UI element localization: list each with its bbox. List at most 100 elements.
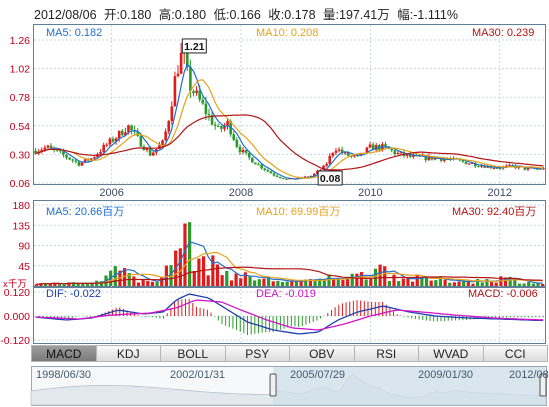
volume-unit-label: x千万 xyxy=(3,279,27,290)
tab-kdj[interactable]: KDJ xyxy=(95,345,161,362)
price-candle xyxy=(260,164,263,169)
price-candle xyxy=(170,106,174,122)
volume-bar xyxy=(304,279,308,286)
price-candle xyxy=(511,164,514,166)
volume-bar xyxy=(332,279,336,286)
volume-bar xyxy=(290,280,294,286)
price-x-tick-label: 2008 xyxy=(229,187,253,199)
price-candle xyxy=(89,158,93,161)
price-candle xyxy=(371,144,375,150)
volume-bar xyxy=(364,279,368,286)
volume-bar xyxy=(164,265,168,286)
volume-bar xyxy=(67,282,71,286)
navigator-left-handle[interactable] xyxy=(269,373,277,397)
tab-psy[interactable]: PSY xyxy=(224,345,290,362)
volume-bar xyxy=(225,270,229,286)
volume-bar xyxy=(373,268,378,286)
price-candle xyxy=(368,144,372,148)
tab-rsi[interactable]: RSI xyxy=(353,345,419,362)
price-candle xyxy=(210,115,214,125)
price-candle xyxy=(492,167,496,169)
price-candle xyxy=(408,154,412,157)
volume-bar xyxy=(81,283,85,286)
volume-bar xyxy=(466,280,470,286)
close-value: 0.178 xyxy=(284,8,315,22)
volume-bar xyxy=(215,264,220,286)
price-candle xyxy=(343,152,347,154)
price-candle xyxy=(52,147,56,150)
price-candle xyxy=(68,157,71,160)
price-candle xyxy=(161,140,164,146)
navigator-date-label: 2009/01/30 xyxy=(418,369,473,381)
price-candle xyxy=(247,152,251,158)
dif-label: DIF: -0.022 xyxy=(46,288,101,300)
price-candle xyxy=(235,139,239,147)
price-candle xyxy=(495,167,499,169)
close-label: 收: xyxy=(268,8,284,22)
volume-y-tick-label: 180 xyxy=(12,200,30,212)
price-candle xyxy=(254,162,257,165)
price-candle xyxy=(93,157,96,159)
volume-bar xyxy=(494,282,498,286)
price-candle xyxy=(535,168,539,170)
price-candle xyxy=(474,163,477,167)
price-candle xyxy=(347,152,350,156)
price-y-tick-label: 0.06 xyxy=(10,178,31,190)
price-candle xyxy=(356,155,359,157)
price-candle xyxy=(526,167,530,170)
volume-bar xyxy=(350,273,354,286)
price-candle xyxy=(220,126,223,129)
volume-bar xyxy=(243,272,247,286)
dea-line xyxy=(35,299,544,331)
price-candle xyxy=(55,149,59,151)
price-candle xyxy=(198,90,201,100)
price-candle xyxy=(117,130,121,139)
volume-bar xyxy=(39,283,43,286)
price-candle xyxy=(483,165,486,168)
tab-boll[interactable]: BOLL xyxy=(160,345,226,362)
high-value: 0.180 xyxy=(175,8,206,22)
price-candle xyxy=(99,151,102,155)
volume-y-tick-label: 135 xyxy=(12,220,30,232)
price-x-tick-label: 2006 xyxy=(99,187,123,199)
price-candle xyxy=(269,171,273,174)
price-candle xyxy=(412,155,415,157)
price-candle xyxy=(114,138,118,142)
volume-bar xyxy=(308,279,313,286)
price-candle xyxy=(393,150,397,155)
price-candle xyxy=(207,114,211,116)
tab-obv[interactable]: OBV xyxy=(289,345,355,362)
price-candle xyxy=(353,155,356,157)
volume-bar xyxy=(411,281,415,286)
volume-bar xyxy=(160,277,164,286)
price-ma10-line xyxy=(35,79,544,179)
volume-bar xyxy=(536,282,540,286)
volume-bar xyxy=(253,280,257,286)
volume-bar xyxy=(294,281,299,286)
indicator-tabs: MACD KDJ BOLL PSY OBV RSI WVAD CCI xyxy=(31,345,548,362)
volume-bar xyxy=(34,284,38,286)
volume-bar xyxy=(322,280,326,286)
price-ma30-line xyxy=(35,114,544,171)
volume-bar xyxy=(113,266,117,286)
price-annotation: 0.08 xyxy=(320,173,341,185)
volume-bar xyxy=(503,277,508,286)
volume-bar xyxy=(276,280,280,286)
tab-wvad[interactable]: WVAD xyxy=(418,345,484,362)
tab-cci[interactable]: CCI xyxy=(482,345,548,362)
price-candle xyxy=(263,168,267,170)
volume-bar xyxy=(443,279,447,286)
price-candle xyxy=(204,103,208,115)
price-candle xyxy=(238,146,242,153)
volume-bar xyxy=(359,272,364,286)
volume-bar xyxy=(420,277,424,286)
price-candle xyxy=(396,152,400,155)
price-candle xyxy=(148,148,152,156)
price-candle xyxy=(303,176,307,178)
volume-bar xyxy=(517,283,522,286)
navigator-right-handle[interactable] xyxy=(539,373,547,397)
volume-bar xyxy=(448,282,452,286)
tab-macd[interactable]: MACD xyxy=(31,345,97,362)
price-candle xyxy=(108,138,112,145)
volume-bar xyxy=(206,275,210,286)
